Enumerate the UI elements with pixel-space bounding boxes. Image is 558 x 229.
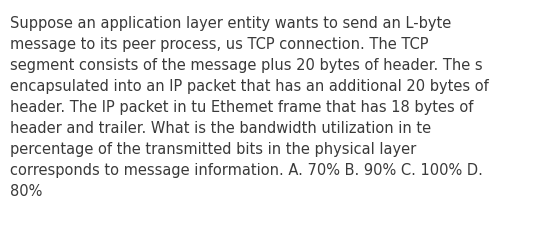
Text: Suppose an application layer entity wants to send an L-byte
message to its peer : Suppose an application layer entity want… xyxy=(10,16,489,198)
